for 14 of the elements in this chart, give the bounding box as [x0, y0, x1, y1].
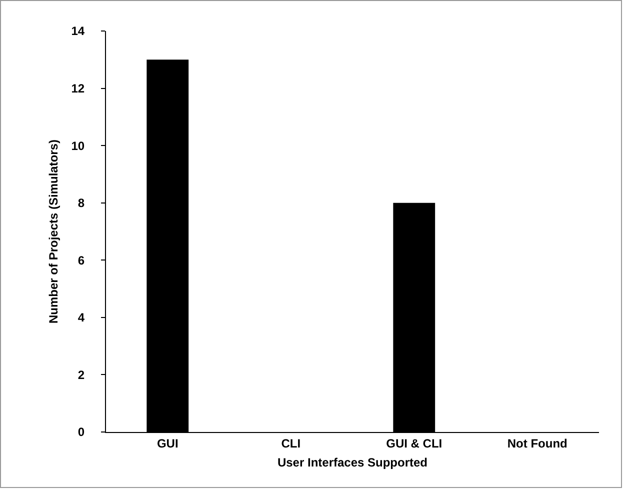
x-tick-label: Not Found: [507, 436, 568, 450]
x-axis-title: User Interfaces Supported: [277, 455, 428, 470]
y-tick-label: 2: [78, 368, 85, 382]
y-tick-label: 14: [71, 24, 85, 38]
y-tick-label: 4: [78, 310, 85, 325]
y-tick-label: 12: [71, 81, 85, 96]
y-tick-label: 0: [78, 425, 85, 440]
x-tick-label: CLI: [281, 436, 301, 450]
y-tick-label: 10: [71, 138, 85, 153]
y-axis-title: Number of Projects (Simulators): [46, 139, 61, 324]
x-tick-label: GUI & CLI: [386, 436, 442, 450]
y-tick-label: 8: [78, 196, 85, 210]
x-tick-label: GUI: [156, 436, 178, 450]
y-tick-label: 6: [78, 253, 85, 268]
